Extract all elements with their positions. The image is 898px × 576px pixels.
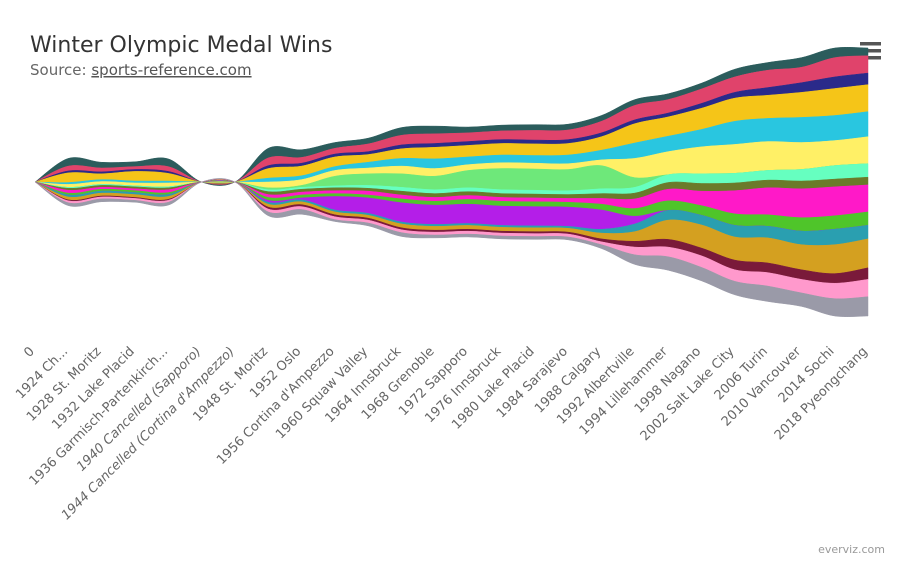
streams: [34, 47, 869, 317]
credits[interactable]: everviz.com: [818, 543, 885, 556]
menu-bar: [860, 56, 881, 60]
subtitle-prefix: Source:: [30, 61, 87, 79]
chart-title: Winter Olympic Medal Wins: [30, 33, 332, 58]
chart-subtitle: Source: sports-reference.com: [30, 61, 252, 79]
menu-bar: [860, 42, 881, 46]
x-tick-label: 0: [21, 344, 37, 360]
stream-area: [34, 178, 869, 317]
menu-bar: [860, 49, 881, 53]
source-link[interactable]: sports-reference.com: [91, 61, 251, 79]
